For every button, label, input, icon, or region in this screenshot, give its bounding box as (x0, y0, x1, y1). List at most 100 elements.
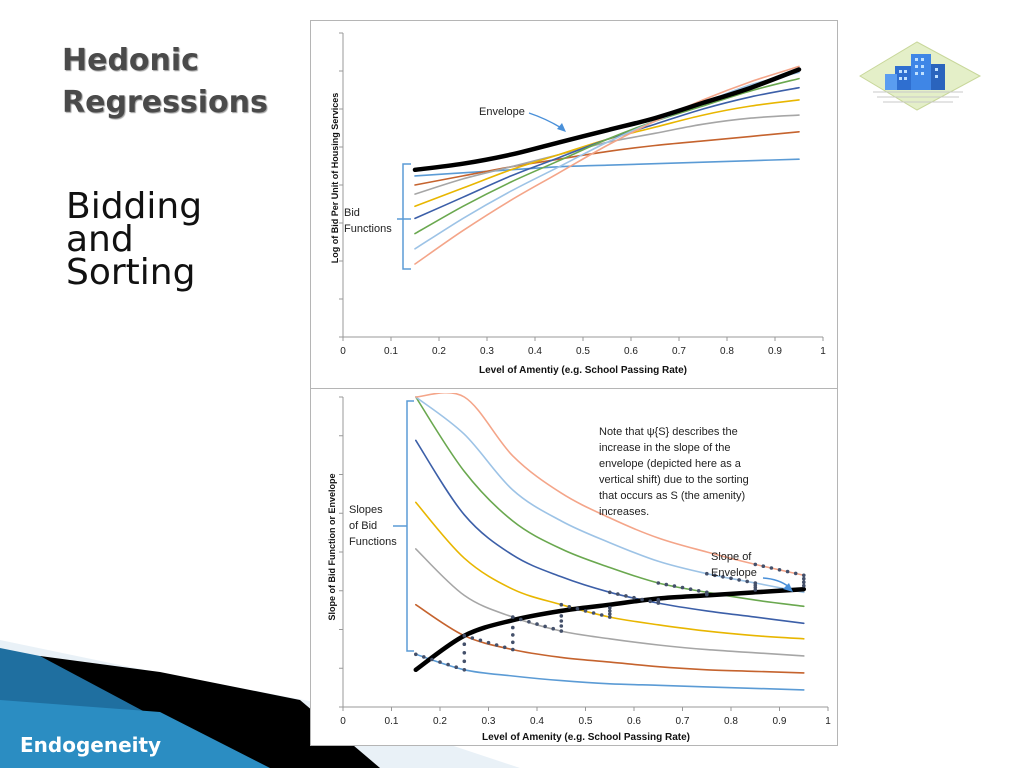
sorting-dot (454, 665, 458, 669)
logo-building-1 (895, 66, 911, 90)
top-bid-line-6 (414, 77, 800, 235)
slide-title-line1: Hedonic (62, 43, 199, 78)
sorting-dot (502, 645, 507, 650)
sorting-dot (511, 647, 515, 652)
top-x-tick-label: 0 (340, 346, 346, 357)
sorting-dot (656, 597, 661, 602)
sorting-dot (494, 643, 499, 647)
sorting-dot (793, 571, 798, 576)
top-x-tick-label: 0.6 (624, 346, 638, 357)
sorting-dot (656, 581, 661, 585)
bid-label-line2: Functions (344, 223, 392, 235)
top-x-tick-label: 1 (820, 346, 826, 357)
sorting-dot (696, 589, 701, 593)
sorting-dot (802, 576, 806, 581)
sorting-dot (680, 585, 685, 590)
sorting-dot (632, 595, 636, 600)
sorting-dot (753, 588, 758, 592)
sorting-dot (551, 626, 555, 631)
logo-building-4 (885, 74, 897, 90)
sorting-dot (462, 642, 467, 646)
subtitle-line3: Sorting (66, 252, 196, 293)
bid-functions-chart: 0 0.1 0.2 0.3 0.4 0.5 0.6 0.7 0.8 0.9 1 Log of Bid… (330, 32, 826, 376)
bottom-bid-line-6 (415, 396, 805, 608)
bottom-envelope-line (413, 586, 807, 673)
sorting-dot (745, 579, 749, 584)
bottom-x-tick-label: 0.2 (433, 716, 447, 727)
sorting-dot (583, 609, 588, 613)
sorting-dot (559, 602, 564, 607)
sorting-dot (640, 597, 644, 602)
sorting-dot (802, 580, 806, 584)
sorting-dot (511, 633, 515, 637)
bottom-x-axis-label: Level of Amenity (e.g. School Passing Ra… (482, 732, 690, 743)
sorting-dot (713, 573, 717, 578)
sorting-dot (777, 568, 782, 572)
note-line1: Note that ψ{S} describes the (599, 426, 738, 438)
bottom-x-tick-label: 0.5 (579, 716, 593, 727)
sorting-dot (608, 590, 612, 595)
note-line6: increases. (599, 506, 649, 518)
subtitle-line1: Bidding (66, 186, 203, 227)
bottom-x-tick-label: 0.8 (724, 716, 738, 727)
bottom-x-tick-label: 0.1 (385, 716, 399, 727)
top-x-tick-label: 0.9 (768, 346, 782, 357)
bottom-bid-line-2 (415, 603, 805, 674)
city-buildings-icon (859, 41, 982, 111)
sorting-dot (575, 607, 580, 611)
sorting-dot (802, 573, 806, 578)
top-x-tick-label: 0.5 (576, 346, 590, 357)
footer-band-dark (40, 656, 380, 768)
top-bid-line-1 (414, 158, 800, 177)
sorting-dot (608, 609, 612, 613)
bottom-x-tick-label: 0.3 (482, 716, 496, 727)
bottom-chart-panel: 0 0.1 0.2 0.3 0.4 0.5 0.6 0.7 0.8 0.9 1 Slope of B… (310, 388, 838, 746)
slopes-chart: 0 0.1 0.2 0.3 0.4 0.5 0.6 0.7 0.8 0.9 1 Slope of B… (327, 393, 831, 743)
bottom-x-tick-label: 0.6 (627, 716, 641, 727)
sorting-dot (648, 599, 652, 604)
sorting-dot (519, 617, 523, 622)
sorting-dot (567, 605, 572, 609)
sorting-dot (672, 584, 677, 588)
top-bid-line-8 (414, 65, 800, 265)
slopes-label-line1: Slopes (349, 504, 383, 516)
sorting-dot (608, 606, 612, 610)
sorting-dot (664, 582, 669, 587)
slope-envelope-label-line1: Slope of (711, 551, 752, 563)
sorting-dot (769, 566, 774, 570)
note-line3: envelope (depicted here as a (599, 458, 742, 470)
slide-subtitle: Bidding and Sorting (66, 186, 266, 293)
sorting-dot (559, 614, 564, 618)
sorting-dot (785, 569, 790, 574)
sorting-dot (721, 575, 725, 579)
bottom-y-axis-label: Slope of Bid Function or Envelope (327, 473, 337, 620)
top-x-tick-label: 0.4 (528, 346, 542, 357)
sorting-dot (511, 615, 515, 619)
sorting-dot (422, 655, 426, 659)
bottom-x-tick-label: 1 (825, 716, 831, 727)
sorting-dot (591, 611, 596, 615)
sorting-dot (462, 633, 467, 638)
bid-functions-brace (402, 163, 411, 270)
sorting-dot (761, 564, 766, 568)
envelope-arrow (528, 112, 564, 130)
sorting-dot (559, 619, 564, 623)
sorting-dot (608, 612, 612, 616)
sorting-dot (737, 578, 741, 582)
sorting-dot (462, 651, 467, 655)
sorting-dot (705, 571, 709, 576)
top-x-tick-label: 0.2 (432, 346, 446, 357)
slopes-label-line2: of Bid (349, 520, 377, 532)
sorting-dot (729, 576, 733, 581)
slopes-brace (406, 400, 414, 652)
sorting-dot (688, 587, 693, 591)
sorting-dot (535, 622, 539, 626)
top-bid-line-7 (414, 71, 800, 250)
top-x-axis-label: Level of Amentiy (e.g. School Passing Ra… (479, 365, 687, 376)
top-x-tick-label: 0.8 (720, 346, 734, 357)
subtitle-line2: and (66, 219, 134, 260)
sorting-dot (802, 583, 806, 588)
slope-envelope-label-line2: Envelope (711, 567, 757, 579)
sorting-dot (753, 562, 758, 567)
sorting-dot (559, 629, 564, 633)
